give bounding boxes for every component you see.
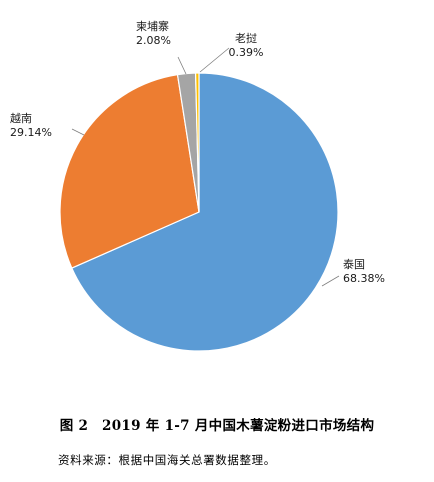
slice-value-label-4: 0.39% [229, 46, 264, 59]
slice-value-label-3: 2.08% [136, 34, 171, 47]
figure-caption: 图 2 2019 年 1-7 月中国木薯淀粉进口市场结构 [59, 418, 375, 434]
slice-category-label-3: 柬埔寨 [136, 19, 169, 33]
pie-slice-1 [71, 72, 339, 352]
pie-slice-2 [59, 73, 200, 269]
leader-line-2 [71, 128, 85, 136]
slice-value-label-2: 29.14% [10, 126, 52, 139]
slice-category-label-4: 老挝 [235, 31, 257, 45]
slice-category-label-1: 泰国 [343, 257, 365, 271]
leader-line-4 [199, 47, 230, 73]
leader-line-3 [177, 56, 187, 75]
leader-lines [71, 47, 340, 287]
pie-slices [59, 72, 339, 352]
slice-value-label-1: 68.38% [343, 272, 385, 285]
slice-category-label-2: 越南 [10, 111, 32, 125]
pie-slice-4 [194, 72, 200, 213]
leader-line-1 [321, 275, 340, 287]
data-source-note: 资料来源：根据中国海关总署数据整理。 [58, 453, 276, 467]
